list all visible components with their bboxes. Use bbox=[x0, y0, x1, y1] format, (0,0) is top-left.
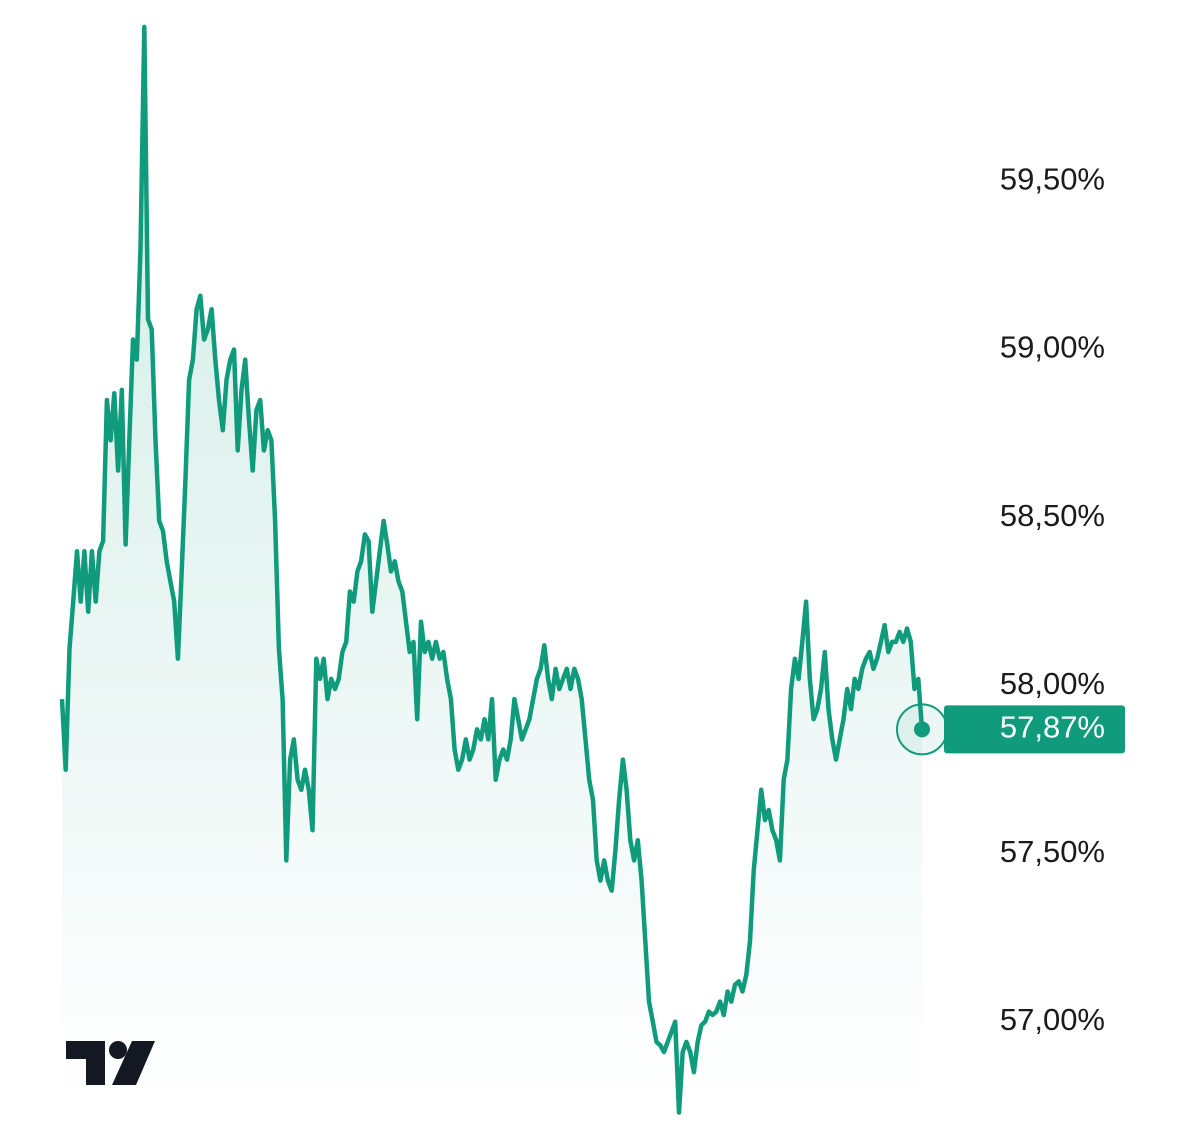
y-tick-label: 59,50% bbox=[1000, 162, 1105, 197]
y-tick-label: 58,50% bbox=[1000, 498, 1105, 533]
price-badge-label: 57,87% bbox=[1000, 710, 1105, 745]
price-badge bbox=[944, 705, 1125, 754]
y-tick-label: 57,50% bbox=[1000, 834, 1105, 869]
line bbox=[59, 24, 925, 1115]
y-tick-label: 58,00% bbox=[1000, 666, 1105, 701]
y-tick-label: 59,00% bbox=[1000, 330, 1105, 365]
y-tick-label: 57,00% bbox=[1000, 1002, 1105, 1037]
last-point bbox=[914, 721, 930, 738]
area bbox=[62, 26, 922, 1113]
